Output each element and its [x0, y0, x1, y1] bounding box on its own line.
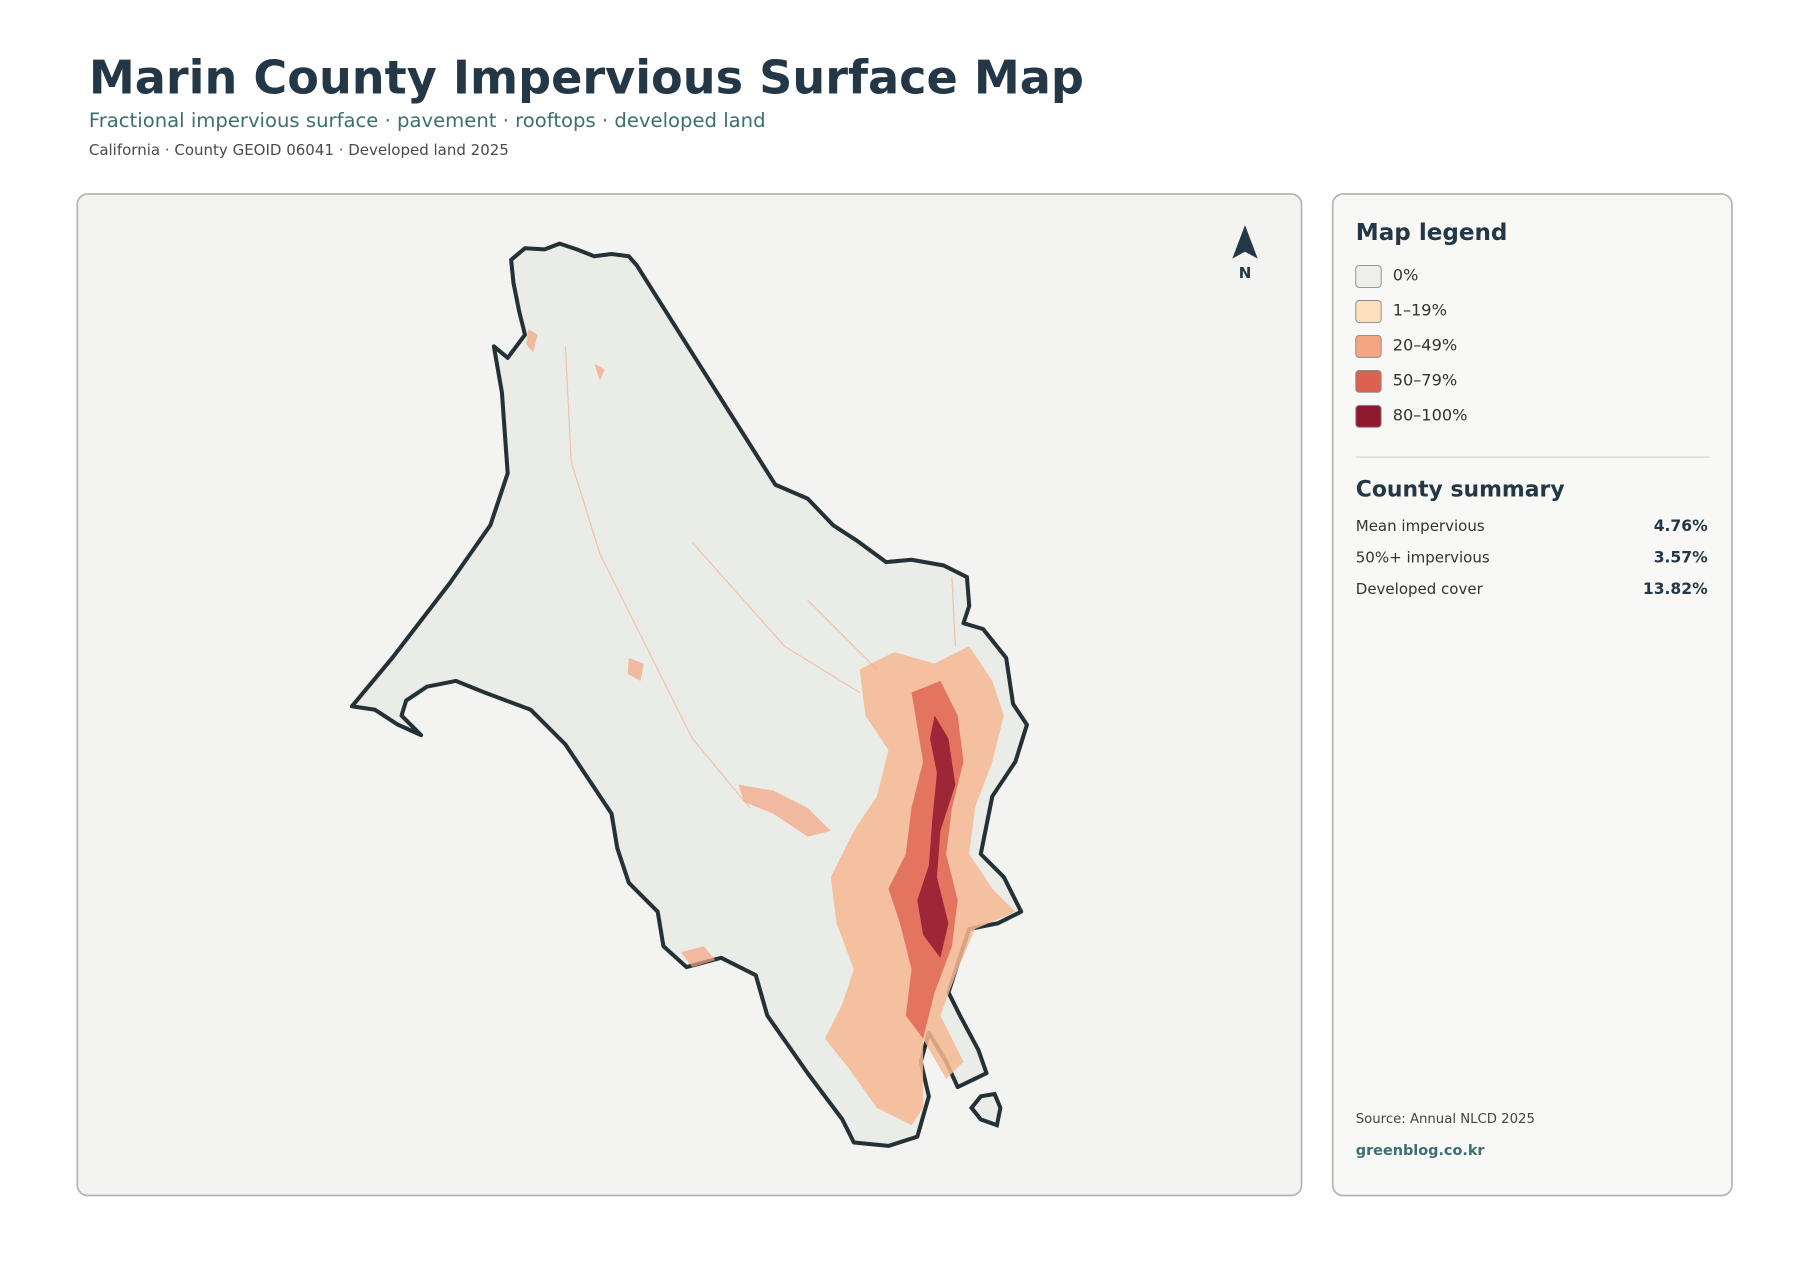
- legend-swatch: [1355, 300, 1382, 323]
- legend-swatch: [1355, 265, 1382, 288]
- meta: California · County GEOID 06041 · Develo…: [89, 141, 509, 159]
- developed-areas: [526, 329, 1016, 1126]
- legend-panel: [1331, 193, 1733, 1197]
- dev-high: [917, 715, 956, 958]
- legend-title: Map legend: [1356, 220, 1508, 246]
- summary-rows: Mean impervious 4.76% 50%+ impervious 3.57%…: [1356, 517, 1708, 598]
- legend-swatch: [1355, 404, 1382, 428]
- summary-title: County summary: [1356, 477, 1565, 502]
- legend-label: 20–49%: [1393, 335, 1457, 354]
- north-arrow-icon: [1232, 225, 1258, 259]
- legend-label: 0%: [1393, 266, 1419, 285]
- title: Marin County Impervious Surface Map: [89, 51, 1084, 105]
- legend-label: 1–19%: [1393, 301, 1447, 320]
- summary-value: 4.76%: [1654, 517, 1708, 535]
- north-label: N: [1239, 264, 1252, 282]
- summary-label: Developed cover: [1356, 580, 1484, 598]
- roads: [564, 346, 956, 809]
- north-arrow: N: [1232, 225, 1258, 282]
- county-map: [349, 241, 1029, 1148]
- dev-south: [680, 946, 716, 968]
- legend-label: 50–79%: [1393, 370, 1457, 389]
- site: greenblog.co.kr: [1356, 1143, 1486, 1159]
- legend-items: 0% 1–19% 20–49% 50–79% 80–100%: [1355, 265, 1468, 428]
- summary-label: Mean impervious: [1356, 517, 1485, 535]
- summary-value: 13.82%: [1643, 580, 1708, 598]
- county-island: [968, 1091, 1003, 1128]
- legend-swatch: [1355, 369, 1382, 393]
- source: Source: Annual NLCD 2025: [1356, 1112, 1535, 1127]
- legend-swatch: [1355, 335, 1382, 358]
- summary-value: 3.57%: [1654, 548, 1708, 566]
- legend-label: 80–100%: [1393, 405, 1468, 424]
- dev-west: [738, 784, 831, 837]
- subtitle: Fractional impervious surface · pavement…: [89, 109, 766, 132]
- summary-label: 50%+ impervious: [1356, 548, 1490, 566]
